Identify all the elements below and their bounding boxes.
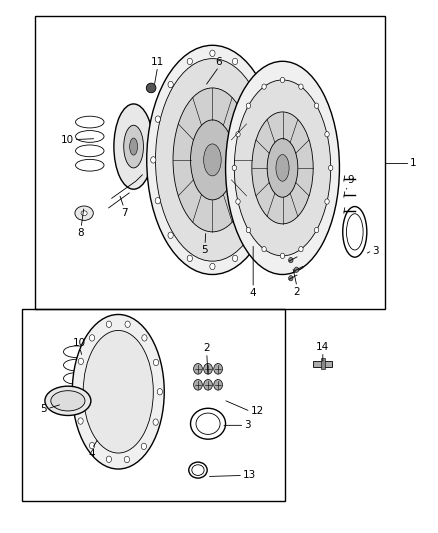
Circle shape — [142, 335, 147, 341]
Circle shape — [314, 103, 319, 108]
Ellipse shape — [173, 88, 252, 232]
Text: 10: 10 — [60, 135, 74, 144]
Circle shape — [78, 418, 83, 424]
Circle shape — [214, 379, 223, 390]
Circle shape — [151, 157, 156, 163]
Circle shape — [106, 321, 112, 327]
Ellipse shape — [72, 314, 164, 469]
Text: 2: 2 — [293, 287, 300, 297]
Bar — [321, 358, 325, 369]
Circle shape — [89, 442, 95, 449]
Ellipse shape — [51, 391, 85, 411]
Circle shape — [124, 456, 130, 463]
Ellipse shape — [124, 125, 143, 168]
Circle shape — [265, 116, 270, 122]
Circle shape — [236, 132, 240, 137]
Circle shape — [78, 358, 84, 365]
Circle shape — [265, 198, 270, 204]
Circle shape — [294, 267, 299, 272]
Text: 10: 10 — [73, 337, 86, 348]
Ellipse shape — [226, 61, 339, 274]
Circle shape — [153, 359, 159, 366]
Circle shape — [314, 228, 319, 233]
Ellipse shape — [276, 155, 289, 181]
Circle shape — [187, 255, 192, 262]
Circle shape — [325, 199, 329, 204]
Text: 2: 2 — [203, 343, 210, 353]
Circle shape — [214, 364, 223, 374]
Circle shape — [204, 364, 212, 374]
Ellipse shape — [130, 138, 138, 155]
Ellipse shape — [267, 139, 298, 197]
Circle shape — [233, 58, 238, 64]
Text: 9: 9 — [347, 175, 354, 185]
Circle shape — [325, 132, 329, 137]
Ellipse shape — [75, 206, 93, 221]
Ellipse shape — [155, 59, 269, 261]
Ellipse shape — [252, 112, 313, 224]
Text: 13: 13 — [243, 471, 256, 480]
Circle shape — [262, 84, 266, 90]
Text: 5: 5 — [41, 404, 47, 414]
Circle shape — [204, 379, 212, 390]
Ellipse shape — [45, 386, 91, 416]
Circle shape — [74, 389, 79, 395]
Circle shape — [194, 379, 202, 390]
Circle shape — [168, 82, 173, 88]
Circle shape — [89, 335, 95, 341]
Circle shape — [299, 246, 303, 252]
Ellipse shape — [204, 144, 221, 176]
Bar — [22, 309, 285, 501]
Circle shape — [236, 199, 240, 204]
Bar — [199, 81, 212, 91]
Circle shape — [157, 389, 162, 395]
Circle shape — [187, 58, 192, 64]
Text: 3: 3 — [244, 421, 251, 430]
Circle shape — [269, 157, 274, 163]
Text: 11: 11 — [151, 56, 164, 67]
Circle shape — [155, 116, 160, 122]
Ellipse shape — [146, 83, 156, 93]
Bar — [313, 361, 332, 367]
Circle shape — [233, 255, 238, 262]
Text: 4: 4 — [88, 449, 95, 459]
Circle shape — [262, 246, 266, 252]
Circle shape — [280, 253, 285, 259]
Circle shape — [289, 257, 293, 263]
Text: 7: 7 — [120, 208, 127, 218]
Circle shape — [194, 364, 202, 374]
Circle shape — [246, 103, 251, 108]
Circle shape — [251, 232, 257, 238]
Ellipse shape — [81, 211, 87, 216]
Circle shape — [289, 276, 293, 281]
Circle shape — [168, 232, 173, 238]
Circle shape — [280, 77, 285, 83]
Circle shape — [232, 165, 237, 171]
Text: 14: 14 — [316, 342, 329, 352]
Ellipse shape — [114, 104, 153, 189]
Text: 4: 4 — [250, 288, 257, 298]
Ellipse shape — [191, 120, 234, 200]
Text: 12: 12 — [251, 407, 264, 416]
Text: 6: 6 — [215, 56, 223, 67]
Text: 3: 3 — [372, 246, 379, 255]
Text: 5: 5 — [201, 245, 208, 255]
Circle shape — [328, 165, 333, 171]
Bar — [35, 16, 385, 309]
Circle shape — [153, 419, 158, 425]
Text: 1: 1 — [410, 158, 416, 167]
Circle shape — [106, 456, 112, 463]
Circle shape — [251, 82, 257, 88]
Circle shape — [155, 198, 160, 204]
Circle shape — [210, 50, 215, 56]
Ellipse shape — [147, 45, 278, 274]
Circle shape — [299, 84, 303, 90]
Circle shape — [246, 228, 251, 233]
Text: 8: 8 — [78, 228, 85, 238]
Circle shape — [210, 263, 215, 270]
Circle shape — [125, 321, 130, 327]
Ellipse shape — [234, 80, 331, 256]
Circle shape — [141, 443, 146, 449]
Ellipse shape — [83, 330, 153, 453]
